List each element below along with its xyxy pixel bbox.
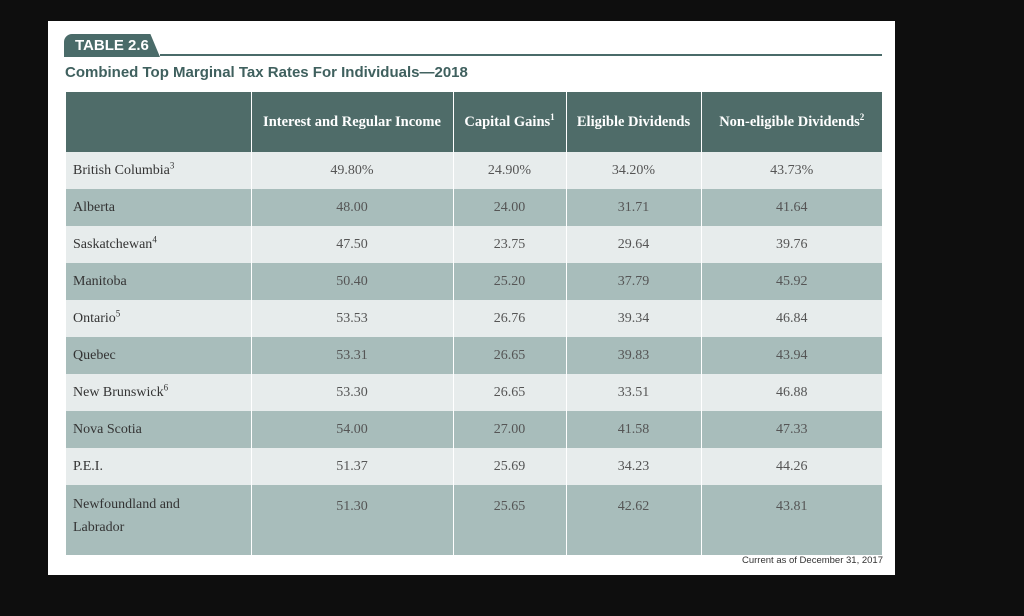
rate-cell: 27.00 [452,411,566,448]
province-footnote-marker: 6 [163,381,169,392]
rate-cell: 47.50 [250,226,453,263]
rate-cell: 39.83 [565,337,701,374]
rate-cell: 29.64 [565,226,701,263]
rate-cell: 39.34 [565,300,701,337]
header-blank [66,92,251,152]
province-name: Nova Scotia [73,421,142,437]
rate-cell: 46.84 [700,300,882,337]
column-header-label: Non-eligible Dividends [719,113,860,130]
table-row: P.E.I. 51.37 25.69 34.23 44.26 [66,448,882,485]
table-row: British Columbia3 49.80% 24.90% 34.20% 43.73… [66,152,882,189]
province-cell: New Brunswick6 [66,374,251,411]
province-cell: Newfoundland and Labrador [66,485,251,555]
rate-cell: 34.23 [565,448,701,485]
province-cell: Quebec [66,337,251,374]
rate-cell: 39.76 [700,226,882,263]
province-name: British Columbia [73,162,170,178]
column-header-label: Eligible Dividends [576,113,691,130]
rate-cell: 26.76 [452,300,566,337]
table-row: Newfoundland and Labrador 51.30 25.65 42.62… [66,485,882,555]
header-footnote-marker: 1 [550,111,555,122]
table-row: Manitoba 50.40 25.20 37.79 45.92 [66,263,882,300]
column-header: Eligible Dividends [565,92,701,152]
rate-cell: 44.26 [700,448,882,485]
rate-cell: 25.20 [452,263,566,300]
rate-cell: 34.20% [565,152,701,189]
column-header: Interest and Regular Income [250,92,453,152]
rate-cell: 50.40 [250,263,453,300]
tax-rates-table: Interest and Regular Income Capital Gains… [66,92,882,555]
province-name: Manitoba [73,273,127,289]
rate-cell: 42.62 [565,485,701,555]
table-label: TABLE 2.6 [64,34,160,57]
rate-cell: 53.30 [250,374,453,411]
rate-cell: 53.53 [250,300,453,337]
rate-cell: 41.58 [565,411,701,448]
table-row: New Brunswick6 53.30 26.65 33.51 46.88 [66,374,882,411]
province-cell: Saskatchewan4 [66,226,251,263]
rate-cell: 24.90% [452,152,566,189]
rate-cell: 51.37 [250,448,453,485]
rate-cell: 47.33 [700,411,882,448]
province-cell: Manitoba [66,263,251,300]
province-footnote-marker: 4 [152,233,157,244]
rate-cell: 43.81 [700,485,882,555]
province-cell: Ontario5 [66,300,251,337]
title-rule [160,54,882,56]
province-name: P.E.I. [73,458,103,474]
table-row: Alberta 48.00 24.00 31.71 41.64 [66,189,882,226]
province-footnote-marker: 5 [115,307,121,318]
table-row: Nova Scotia 54.00 27.00 41.58 47.33 [66,411,882,448]
column-header-label: Capital Gains [464,113,551,130]
province-cell: P.E.I. [66,448,251,485]
rate-cell: 48.00 [250,189,453,226]
rate-cell: 51.30 [250,485,453,555]
header-footnote-marker: 2 [859,111,865,122]
rate-cell: 45.92 [700,263,882,300]
province-name: Newfoundland and Labrador [73,497,180,535]
province-cell: Nova Scotia [66,411,251,448]
table-body: British Columbia3 49.80% 24.90% 34.20% 43.73… [66,152,882,555]
rate-cell: 43.73% [700,152,882,189]
table-row: Saskatchewan4 47.50 23.75 29.64 39.76 [66,226,882,263]
rate-cell: 23.75 [452,226,566,263]
rate-cell: 43.94 [700,337,882,374]
header-row: Interest and Regular Income Capital Gains… [66,92,882,152]
province-name: New Brunswick [73,384,164,400]
column-header: Capital Gains1 [452,92,566,152]
province-cell: British Columbia3 [66,152,251,189]
table-row: Quebec 53.31 26.65 39.83 43.94 [66,337,882,374]
province-name: Ontario [73,310,116,326]
rate-cell: 25.69 [452,448,566,485]
rate-cell: 24.00 [452,189,566,226]
rate-cell: 49.80% [250,152,453,189]
province-cell: Alberta [66,189,251,226]
province-name: Saskatchewan [73,236,153,252]
table-card: TABLE 2.6 Combined Top Marginal Tax Rate… [48,21,895,575]
province-name: Alberta [73,199,115,215]
rate-cell: 41.64 [700,189,882,226]
table-row: Ontario5 53.53 26.76 39.34 46.84 [66,300,882,337]
rate-cell: 54.00 [250,411,453,448]
rate-cell: 46.88 [700,374,882,411]
rate-cell: 37.79 [565,263,701,300]
rate-cell: 53.31 [250,337,453,374]
footnote: Current as of December 31, 2017 [742,555,883,566]
table-title: Combined Top Marginal Tax Rates For Indi… [65,64,468,81]
rate-cell: 31.71 [565,189,701,226]
rate-cell: 26.65 [452,374,566,411]
province-name: Quebec [73,347,116,363]
rate-cell: 25.65 [452,485,566,555]
rate-cell: 26.65 [452,337,566,374]
column-header-label: Interest and Regular Income [263,113,441,130]
column-header: Non-eligible Dividends2 [700,92,882,152]
rate-cell: 33.51 [565,374,701,411]
province-footnote-marker: 3 [169,159,175,170]
